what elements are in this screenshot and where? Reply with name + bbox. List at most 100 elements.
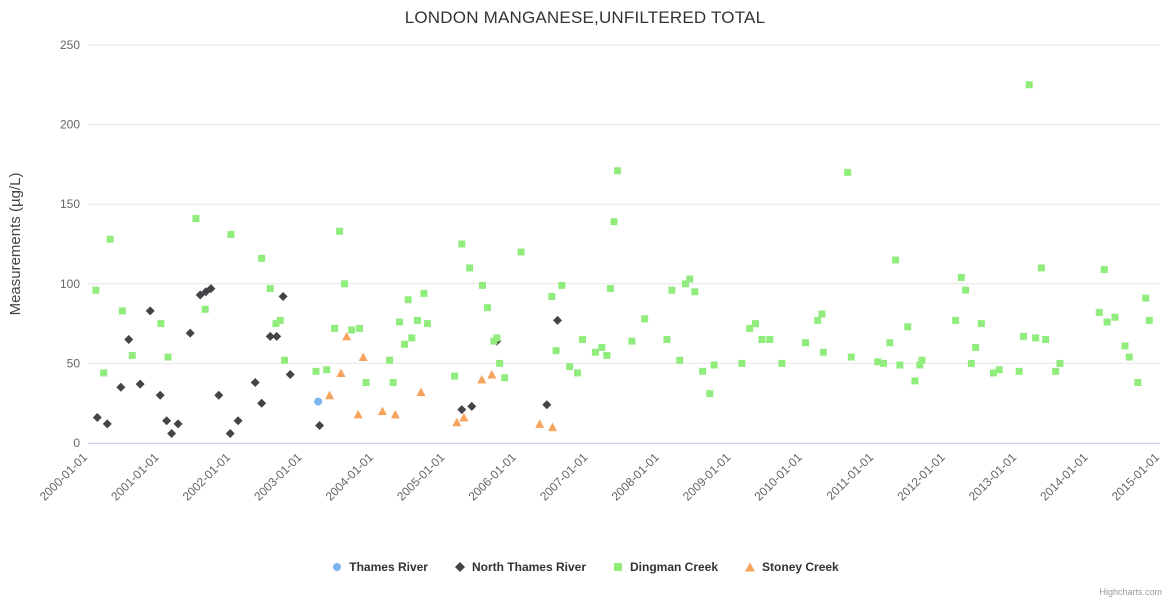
data-point-thames-river[interactable] (314, 397, 323, 406)
data-point-dingman-creek[interactable] (916, 361, 924, 369)
data-point-dingman-creek[interactable] (957, 273, 965, 281)
data-point-dingman-creek[interactable] (819, 348, 827, 356)
data-point-dingman-creek[interactable] (1052, 367, 1060, 375)
data-point-dingman-creek[interactable] (552, 347, 560, 355)
data-point-dingman-creek[interactable] (276, 316, 284, 324)
data-point-north-thames-river[interactable] (206, 284, 216, 294)
data-point-dingman-creek[interactable] (751, 320, 759, 328)
data-point-dingman-creek[interactable] (972, 343, 980, 351)
data-point-stoney-creek[interactable] (535, 419, 545, 428)
data-point-dingman-creek[interactable] (686, 275, 694, 283)
data-point-dingman-creek[interactable] (493, 334, 501, 342)
data-point-dingman-creek[interactable] (1142, 294, 1150, 302)
data-point-stoney-creek[interactable] (342, 331, 352, 341)
data-point-dingman-creek[interactable] (558, 281, 566, 289)
data-point-dingman-creek[interactable] (331, 324, 339, 332)
data-point-dingman-creek[interactable] (598, 343, 606, 351)
data-point-dingman-creek[interactable] (977, 320, 985, 328)
data-point-dingman-creek[interactable] (952, 316, 960, 324)
legend-item-stoney-creek[interactable]: Stoney Creek (744, 560, 839, 574)
data-point-stoney-creek[interactable] (548, 422, 558, 432)
data-point-dingman-creek[interactable] (164, 353, 172, 361)
data-point-dingman-creek[interactable] (758, 336, 766, 344)
data-point-dingman-creek[interactable] (1025, 81, 1033, 89)
data-point-dingman-creek[interactable] (413, 316, 421, 324)
data-point-stoney-creek[interactable] (477, 374, 487, 384)
data-point-north-thames-river[interactable] (553, 315, 563, 325)
data-point-stoney-creek[interactable] (452, 417, 462, 427)
data-point-stoney-creek[interactable] (336, 368, 346, 377)
data-point-dingman-creek[interactable] (423, 320, 431, 328)
data-point-dingman-creek[interactable] (591, 348, 599, 356)
data-point-dingman-creek[interactable] (896, 361, 904, 369)
data-point-dingman-creek[interactable] (663, 336, 671, 344)
data-point-dingman-creek[interactable] (118, 307, 126, 315)
data-point-dingman-creek[interactable] (92, 286, 100, 294)
data-point-dingman-creek[interactable] (348, 326, 356, 334)
data-point-dingman-creek[interactable] (892, 256, 900, 264)
data-point-dingman-creek[interactable] (1125, 353, 1133, 361)
data-point-dingman-creek[interactable] (157, 320, 165, 328)
data-point-dingman-creek[interactable] (458, 240, 466, 248)
data-point-dingman-creek[interactable] (258, 254, 266, 262)
data-point-dingman-creek[interactable] (738, 359, 746, 367)
data-point-dingman-creek[interactable] (483, 304, 491, 312)
data-point-dingman-creek[interactable] (691, 288, 699, 296)
data-point-dingman-creek[interactable] (478, 281, 486, 289)
data-point-north-thames-river[interactable] (225, 428, 235, 438)
data-point-dingman-creek[interactable] (1145, 316, 1153, 324)
data-point-dingman-creek[interactable] (1032, 334, 1040, 342)
data-point-dingman-creek[interactable] (918, 356, 926, 364)
data-point-dingman-creek[interactable] (1121, 342, 1129, 350)
data-point-north-thames-river[interactable] (145, 306, 155, 316)
data-point-dingman-creek[interactable] (1019, 332, 1027, 340)
data-point-dingman-creek[interactable] (548, 293, 556, 301)
data-point-dingman-creek[interactable] (404, 296, 412, 304)
data-point-dingman-creek[interactable] (668, 286, 676, 294)
data-point-dingman-creek[interactable] (847, 353, 855, 361)
data-point-dingman-creek[interactable] (1056, 359, 1064, 367)
data-point-dingman-creek[interactable] (501, 374, 509, 382)
data-point-dingman-creek[interactable] (967, 359, 975, 367)
data-point-dingman-creek[interactable] (281, 356, 289, 364)
data-point-north-thames-river[interactable] (467, 401, 477, 411)
data-point-dingman-creek[interactable] (106, 235, 114, 243)
data-point-dingman-creek[interactable] (1037, 264, 1045, 272)
data-point-dingman-creek[interactable] (814, 316, 822, 324)
credits-link[interactable]: Highcharts.com (1099, 587, 1162, 597)
legend-item-dingman-creek[interactable]: Dingman Creek (612, 560, 718, 574)
data-point-dingman-creek[interactable] (676, 356, 684, 364)
data-point-dingman-creek[interactable] (911, 377, 919, 385)
data-point-dingman-creek[interactable] (879, 359, 887, 367)
data-point-north-thames-river[interactable] (124, 335, 134, 345)
data-point-dingman-creek[interactable] (517, 248, 525, 256)
data-point-dingman-creek[interactable] (496, 359, 504, 367)
data-point-dingman-creek[interactable] (886, 339, 894, 347)
data-point-north-thames-river[interactable] (257, 398, 267, 408)
data-point-north-thames-river[interactable] (167, 428, 177, 438)
data-point-north-thames-river[interactable] (135, 379, 145, 389)
data-point-dingman-creek[interactable] (904, 323, 912, 331)
data-point-dingman-creek[interactable] (466, 264, 474, 272)
data-point-dingman-creek[interactable] (989, 369, 997, 377)
data-point-north-thames-river[interactable] (102, 419, 112, 429)
data-point-dingman-creek[interactable] (1134, 379, 1142, 387)
data-point-dingman-creek[interactable] (128, 351, 136, 359)
data-point-dingman-creek[interactable] (579, 336, 587, 344)
data-point-dingman-creek[interactable] (566, 363, 574, 371)
data-point-dingman-creek[interactable] (312, 367, 320, 375)
data-point-dingman-creek[interactable] (603, 351, 611, 359)
data-point-dingman-creek[interactable] (272, 320, 280, 328)
data-point-dingman-creek[interactable] (356, 324, 364, 332)
data-point-dingman-creek[interactable] (641, 315, 649, 323)
data-point-dingman-creek[interactable] (628, 337, 636, 345)
data-point-dingman-creek[interactable] (100, 369, 108, 377)
data-point-dingman-creek[interactable] (844, 168, 852, 176)
data-point-dingman-creek[interactable] (802, 339, 810, 347)
data-point-dingman-creek[interactable] (1111, 313, 1119, 321)
data-point-north-thames-river[interactable] (315, 420, 325, 430)
data-point-dingman-creek[interactable] (710, 361, 718, 369)
data-point-north-thames-river[interactable] (250, 378, 260, 388)
data-point-stoney-creek[interactable] (459, 413, 469, 422)
data-point-dingman-creek[interactable] (1015, 367, 1023, 375)
